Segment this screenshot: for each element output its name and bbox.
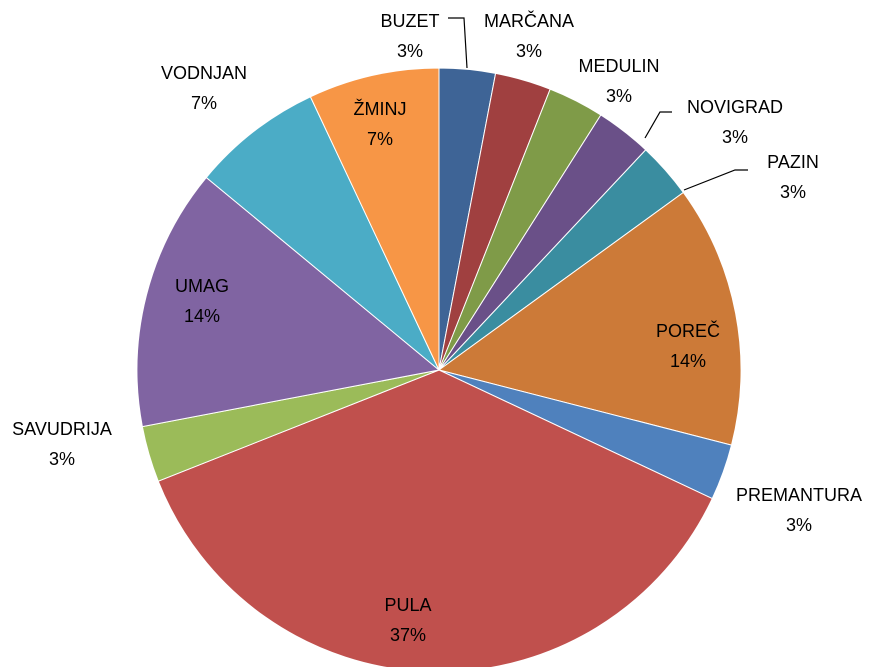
slice-value-label: 3% [606,86,632,106]
slice-value-label: 37% [390,625,426,645]
pie-slice [437,191,742,446]
slice-label: POREČ [656,320,720,341]
slice-label: PAZIN [767,152,819,172]
pie-slice [205,96,440,371]
slice-label: MEDULIN [578,56,659,76]
slice-value-label: 3% [397,41,423,61]
slice-value-label: 3% [722,127,748,147]
pie-slice [157,369,713,667]
slice-value-label: 3% [49,449,75,469]
leader-line [683,169,748,191]
slice-label: UMAG [175,276,229,296]
slice-label: NOVIGRAD [687,97,783,117]
pie-slice [136,176,441,428]
slice-label: SAVUDRIJA [12,419,112,439]
pie-slice [309,67,440,371]
slice-value-label: 3% [780,182,806,202]
slice-value-label: 3% [516,41,542,61]
leader-line [448,17,468,69]
slice-label: ŽMINJ [354,99,407,119]
slice-label: BUZET [380,11,439,31]
slice-value-label: 3% [786,515,812,535]
slice-value-label: 14% [184,306,220,326]
slice-value-label: 14% [670,351,706,371]
leader-line [644,111,672,139]
pie [136,67,742,667]
slice-value-label: 7% [191,93,217,113]
labels: BUZET 3% MARČANA 3% MEDULIN 3% NOVIGRAD 3% PAZIN… [12,10,862,645]
slice-label: PREMANTURA [736,485,862,505]
slice-label: MARČANA [484,10,574,31]
slice-label: VODNJAN [161,63,247,83]
slice-label: PULA [384,595,431,615]
slice-value-label: 7% [367,129,393,149]
